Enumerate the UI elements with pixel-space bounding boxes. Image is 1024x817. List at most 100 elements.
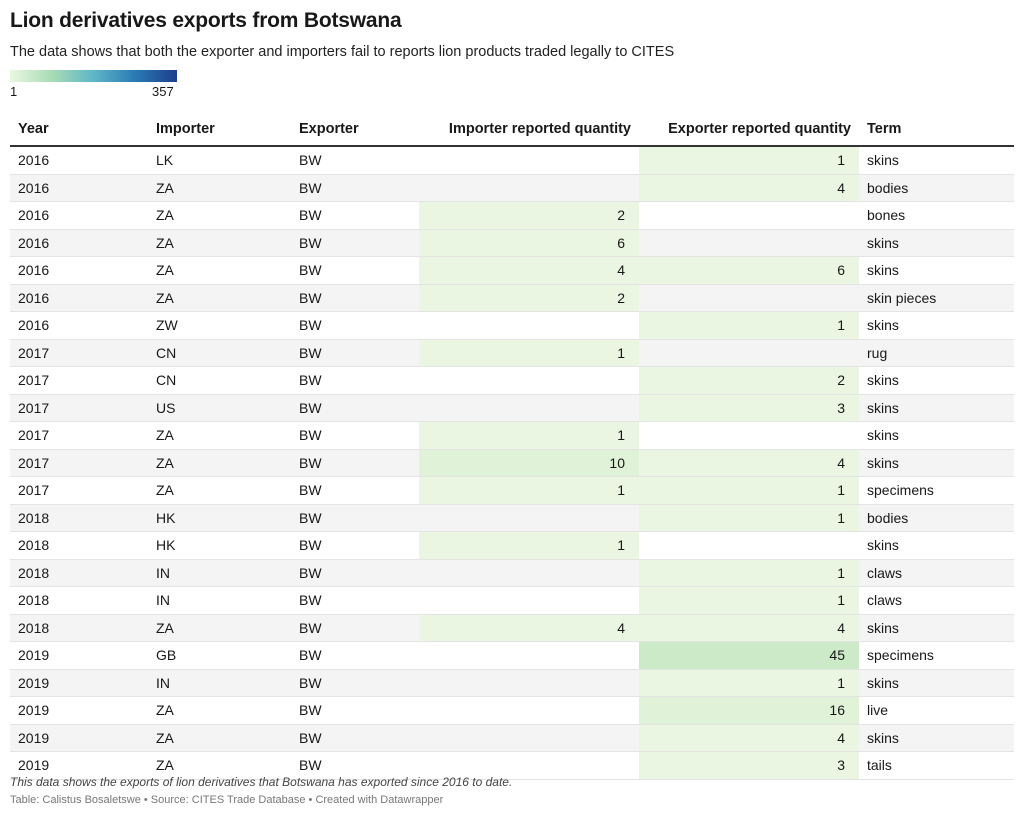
table-row: 2017 ZA BW 1 1 specimens — [10, 476, 1014, 505]
cell-year: 2017 — [10, 366, 148, 395]
cell-exporter: BW — [291, 724, 419, 752]
cell-term: bodies — [859, 174, 1014, 202]
cell-importer: US — [148, 394, 291, 422]
cell-importer-quantity — [419, 751, 639, 780]
cell-term: claws — [859, 586, 1014, 615]
cell-importer: ZA — [148, 696, 291, 725]
cell-year: 2017 — [10, 476, 148, 505]
table-row: 2017 CN BW 1 rug — [10, 339, 1014, 367]
cell-importer-quantity: 1 — [419, 421, 639, 450]
column-header-exporter-quantity[interactable]: Exporter reported quantity — [639, 113, 859, 147]
table-row: 2016 LK BW 1 skins — [10, 146, 1014, 175]
cell-importer: CN — [148, 366, 291, 395]
cell-term: skin pieces — [859, 284, 1014, 312]
table-row: 2016 ZA BW 2 skin pieces — [10, 284, 1014, 312]
cell-term: rug — [859, 339, 1014, 367]
chart-subtitle: The data shows that both the exporter an… — [10, 44, 675, 60]
table-row: 2016 ZA BW 6 skins — [10, 229, 1014, 257]
column-header-exporter[interactable]: Exporter — [291, 113, 419, 147]
cell-importer: LK — [148, 146, 291, 175]
column-header-importer-quantity[interactable]: Importer reported quantity — [419, 113, 639, 147]
cell-importer-quantity — [419, 174, 639, 202]
cell-exporter: BW — [291, 146, 419, 175]
table-row: 2016 ZA BW 4 6 skins — [10, 256, 1014, 285]
column-header-year[interactable]: Year — [10, 113, 148, 147]
column-header-term[interactable]: Term — [859, 113, 1014, 147]
cell-exporter: BW — [291, 284, 419, 312]
cell-term: skins — [859, 146, 1014, 175]
cell-importer-quantity: 1 — [419, 531, 639, 560]
cell-term: skins — [859, 449, 1014, 477]
cell-term: bones — [859, 201, 1014, 230]
cell-importer-quantity: 2 — [419, 284, 639, 312]
cell-importer: IN — [148, 586, 291, 615]
cell-exporter-quantity: 3 — [639, 751, 859, 780]
cell-importer-quantity — [419, 146, 639, 175]
table-row: 2019 IN BW 1 skins — [10, 669, 1014, 697]
cell-exporter-quantity: 1 — [639, 476, 859, 505]
cell-term: skins — [859, 421, 1014, 450]
cell-importer: ZA — [148, 614, 291, 642]
cell-year: 2019 — [10, 724, 148, 752]
cell-exporter: BW — [291, 311, 419, 340]
cell-importer-quantity — [419, 586, 639, 615]
table-header-row: Year Importer Exporter Importer reported… — [10, 113, 1014, 147]
cell-exporter: BW — [291, 696, 419, 725]
cell-exporter-quantity: 1 — [639, 559, 859, 587]
table-row: 2018 IN BW 1 claws — [10, 559, 1014, 587]
cell-importer-quantity — [419, 724, 639, 752]
cell-term: skins — [859, 256, 1014, 285]
cell-exporter: BW — [291, 449, 419, 477]
table-row: 2019 ZA BW 16 live — [10, 696, 1014, 725]
cell-exporter: BW — [291, 641, 419, 670]
cell-exporter: BW — [291, 256, 419, 285]
table-row: 2018 HK BW 1 skins — [10, 531, 1014, 560]
cell-year: 2017 — [10, 339, 148, 367]
cell-importer: ZA — [148, 421, 291, 450]
cell-importer-quantity: 4 — [419, 256, 639, 285]
table-row: 2018 IN BW 1 claws — [10, 586, 1014, 615]
cell-exporter-quantity: 4 — [639, 724, 859, 752]
cell-year: 2017 — [10, 449, 148, 477]
cell-exporter: BW — [291, 586, 419, 615]
cell-term: skins — [859, 614, 1014, 642]
cell-importer: ZA — [148, 724, 291, 752]
cell-exporter-quantity — [639, 201, 859, 230]
cell-year: 2016 — [10, 146, 148, 175]
table-row: 2019 ZA BW 3 tails — [10, 751, 1014, 780]
cell-importer: ZA — [148, 476, 291, 505]
cell-importer-quantity: 1 — [419, 339, 639, 367]
cell-exporter-quantity — [639, 531, 859, 560]
cell-year: 2018 — [10, 614, 148, 642]
cell-exporter: BW — [291, 174, 419, 202]
cell-year: 2017 — [10, 394, 148, 422]
cell-importer-quantity: 2 — [419, 201, 639, 230]
cell-term: skins — [859, 229, 1014, 257]
cell-term: live — [859, 696, 1014, 725]
table-row: 2019 ZA BW 4 skins — [10, 724, 1014, 752]
cell-exporter-quantity — [639, 229, 859, 257]
cell-exporter-quantity: 1 — [639, 146, 859, 175]
cell-exporter-quantity: 2 — [639, 366, 859, 395]
data-table: Year Importer Exporter Importer reported… — [10, 113, 1014, 780]
chart-title: Lion derivatives exports from Botswana — [10, 9, 402, 32]
cell-year: 2019 — [10, 641, 148, 670]
cell-year: 2018 — [10, 586, 148, 615]
cell-exporter: BW — [291, 614, 419, 642]
footer-source: Table: Calistus Bosaletswe • Source: CIT… — [10, 794, 444, 806]
cell-exporter: BW — [291, 366, 419, 395]
cell-exporter-quantity: 16 — [639, 696, 859, 725]
cell-exporter-quantity: 1 — [639, 311, 859, 340]
cell-importer: ZA — [148, 751, 291, 780]
cell-exporter: BW — [291, 504, 419, 532]
cell-importer-quantity: 4 — [419, 614, 639, 642]
cell-term: skins — [859, 531, 1014, 560]
column-header-importer[interactable]: Importer — [148, 113, 291, 147]
cell-term: specimens — [859, 641, 1014, 670]
cell-importer-quantity — [419, 641, 639, 670]
cell-importer: ZA — [148, 229, 291, 257]
cell-term: skins — [859, 394, 1014, 422]
cell-importer-quantity — [419, 394, 639, 422]
table-row: 2017 ZA BW 10 4 skins — [10, 449, 1014, 477]
cell-year: 2016 — [10, 256, 148, 285]
